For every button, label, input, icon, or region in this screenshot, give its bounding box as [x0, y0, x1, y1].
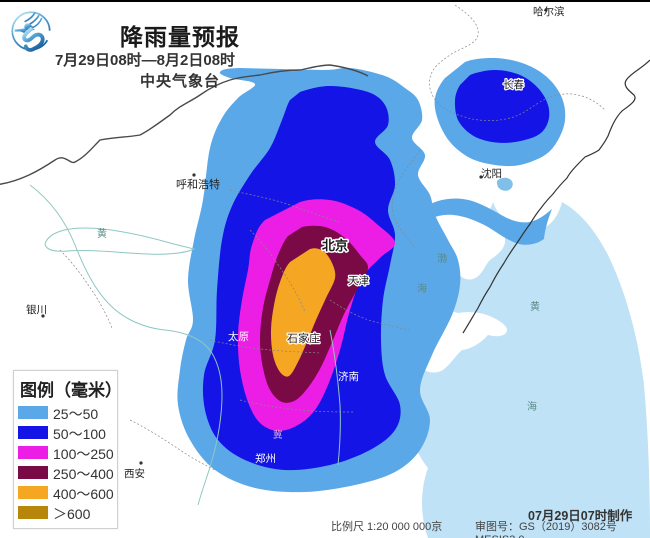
svg-text:天津: 天津 — [348, 275, 369, 287]
svg-text:银川: 银川 — [26, 303, 47, 316]
svg-text:长春: 长春 — [503, 79, 524, 91]
svg-text:济南: 济南 — [338, 370, 359, 383]
svg-text:海: 海 — [527, 400, 537, 413]
svg-text:渤: 渤 — [437, 252, 447, 265]
svg-text:黄: 黄 — [97, 227, 107, 240]
svg-text:冀: 冀 — [273, 429, 283, 441]
svg-text:呼和浩特: 呼和浩特 — [176, 177, 220, 191]
svg-text:西安: 西安 — [124, 467, 145, 480]
svg-text:北京: 北京 — [322, 238, 348, 253]
svg-text:石家庄: 石家庄 — [287, 331, 320, 345]
svg-text:哈尔滨: 哈尔滨 — [533, 5, 565, 18]
svg-text:黄: 黄 — [530, 300, 540, 313]
svg-text:海: 海 — [417, 282, 427, 295]
svg-text:沈阳: 沈阳 — [481, 167, 502, 180]
svg-text:郑州: 郑州 — [255, 452, 276, 465]
svg-text:太原: 太原 — [228, 330, 249, 343]
